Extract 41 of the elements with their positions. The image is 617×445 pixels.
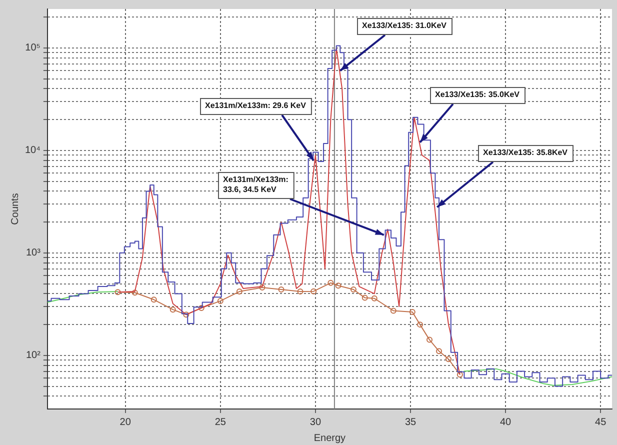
- y-tick-label: 10³: [26, 248, 42, 259]
- point: [310, 288, 317, 294]
- annotation: Xe133/Xe135: 35.0KeV: [435, 90, 520, 100]
- point: [409, 309, 416, 316]
- point: [362, 294, 368, 301]
- point: [259, 284, 266, 290]
- x-tick-label: 20: [120, 416, 132, 428]
- point: [217, 298, 224, 304]
- point: [183, 312, 190, 318]
- annotation: Xe131m/Xe133m: 29.6 KeV: [205, 101, 307, 110]
- y-axis-title: Counts: [10, 193, 21, 225]
- point: [114, 289, 121, 296]
- x-tick-label: 35: [404, 416, 416, 428]
- annotation: Xe131m/Xe133m: 33.6, 34.5 KeV: [223, 175, 288, 194]
- annotation: Xe133/Xe135: 31.0KeV: [362, 21, 448, 30]
- point: [436, 348, 442, 354]
- point: [371, 295, 378, 302]
- x-tick-label: 25: [214, 416, 226, 428]
- x-tick-label: 40: [500, 416, 512, 428]
- point: [198, 305, 204, 312]
- point: [328, 280, 334, 286]
- y-tick-label: 10⁴: [25, 145, 40, 156]
- point: [297, 288, 304, 295]
- point: [417, 322, 424, 328]
- point: [150, 296, 157, 303]
- x-axis-title: Energy: [314, 432, 346, 444]
- point: [132, 290, 138, 296]
- y-tick-label: 10⁵: [25, 42, 40, 54]
- point: [335, 282, 342, 289]
- point: [426, 336, 433, 343]
- point: [456, 372, 463, 378]
- point: [236, 288, 242, 295]
- point: [350, 286, 356, 292]
- point: [390, 308, 396, 314]
- x-tick-label: 30: [310, 416, 322, 428]
- x-tick-label: 45: [595, 416, 607, 428]
- annotation: Xe133/Xe135: 35.8KeV: [483, 148, 568, 158]
- point: [278, 286, 284, 292]
- y-tick-label: 10²: [26, 350, 42, 362]
- point: [446, 356, 452, 362]
- point: [170, 306, 176, 313]
